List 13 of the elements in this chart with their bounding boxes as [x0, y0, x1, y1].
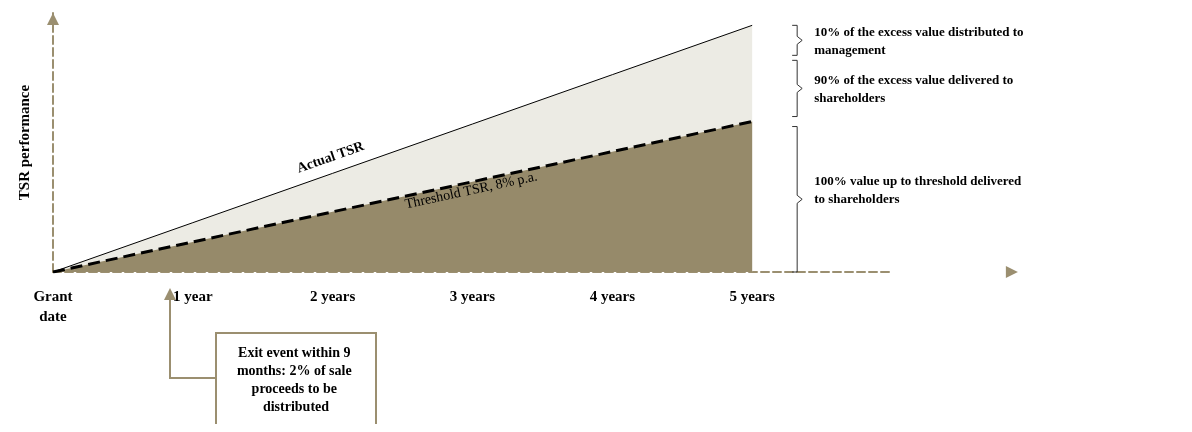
text: Exit event within 9 months: 2% of sale proceeds to be distributed [236, 344, 356, 414]
annotation: 90% of the excess value delivered to shareholders [814, 71, 1017, 105]
text: Actual TSR [294, 137, 367, 176]
y-axis-title: TSR performance [15, 84, 32, 201]
annotation: 10% of the excess value distributed to management [814, 23, 1027, 57]
annotation: 100% value up to threshold delivered to shareholders [814, 172, 1025, 206]
x-tick-label: 5 years [729, 288, 776, 304]
x-tick-label: 4 years [589, 288, 636, 304]
series-label: Threshold TSR, 8% p.a. [403, 168, 539, 212]
x-tick-label: Grant date [33, 288, 73, 324]
x-tick-label: 1 year [173, 288, 213, 304]
x-tick-label: 3 years [449, 288, 496, 304]
x-tick-label: 2 years [309, 288, 356, 304]
